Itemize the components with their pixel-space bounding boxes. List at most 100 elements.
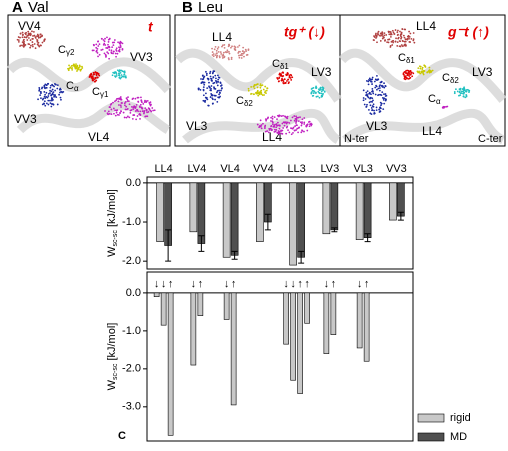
bar: [197, 182, 206, 244]
atom-sub: γ1: [100, 90, 109, 99]
atom-dot: [278, 114, 281, 117]
legend-label: rigid: [450, 412, 471, 424]
atom-dot: [210, 77, 212, 80]
atom-dot: [247, 89, 250, 92]
atom-dot: [37, 98, 39, 101]
atom-dot: [121, 47, 124, 50]
atom-dot: [220, 84, 223, 87]
atom-dot: [375, 109, 378, 112]
atom-dot: [238, 50, 240, 53]
atom-dot: [138, 105, 141, 108]
atom-base: C: [66, 80, 74, 92]
x-tick-label: LV4: [187, 163, 206, 175]
helix-label: LL4: [416, 19, 436, 33]
atom-dot: [394, 40, 397, 43]
atom-dot: [228, 52, 231, 55]
atom-dot: [117, 100, 120, 103]
atom-dot: [202, 81, 205, 84]
atom-dot: [51, 97, 54, 100]
atom-dot: [287, 129, 289, 131]
atom-dot: [204, 101, 206, 103]
panel-letter: C: [118, 430, 126, 442]
atom-dot: [408, 73, 411, 75]
error-bar: [397, 211, 404, 221]
error-bar: [298, 250, 305, 264]
atom-dot: [291, 76, 294, 79]
panel-a: A Val t VV4 VV3 VV3 VL4 Cγ2 Cγ1 Cα: [6, 0, 172, 147]
atom-dot: [260, 89, 263, 92]
helix: [174, 48, 342, 103]
atom-dot: [404, 38, 407, 41]
bar: [223, 292, 230, 320]
atom-dot: [462, 95, 465, 98]
atom-dot: [27, 33, 30, 36]
atom-base: C: [398, 52, 406, 64]
atom-dot: [370, 107, 373, 109]
atom-dot: [442, 107, 445, 109]
atom-dot: [74, 64, 77, 67]
atom-dot: [247, 87, 250, 90]
panel-residue: Leu: [198, 0, 223, 16]
x-tick-label: LV3: [320, 163, 339, 175]
atom-dot: [219, 92, 221, 94]
atom-dot: [139, 103, 142, 106]
atom-dot: [371, 101, 374, 103]
y-label-main: W: [106, 246, 118, 257]
atom-dot: [421, 68, 424, 71]
atom-dot: [78, 64, 81, 67]
bar: [304, 292, 310, 324]
atom-dot: [378, 87, 381, 89]
atom-dot: [204, 99, 207, 102]
atom-dot: [280, 132, 283, 135]
atom-dot: [110, 49, 113, 52]
atom-dot: [223, 44, 226, 46]
bar: [153, 292, 160, 297]
atom-dot: [37, 44, 40, 47]
atom-dot: [275, 126, 278, 129]
bar: [190, 292, 197, 366]
atom-dot: [315, 91, 317, 94]
atom-dot: [280, 130, 282, 133]
conformer-arrow: ↓: [224, 278, 230, 290]
atom-dot: [376, 74, 378, 77]
atom-dot: [323, 90, 326, 93]
atom-dot: [127, 100, 130, 103]
atom-dot: [276, 114, 279, 117]
atom-dot: [41, 41, 44, 44]
atom-dot: [288, 75, 291, 78]
atom-dot: [221, 87, 223, 89]
atom-dot: [143, 110, 146, 112]
atom-dot: [141, 110, 144, 113]
atom-dot: [39, 33, 42, 36]
atom-dot: [26, 35, 29, 37]
atom-dot: [408, 41, 411, 43]
atom-dot: [262, 122, 264, 125]
bar: [297, 292, 303, 394]
atom-dot: [367, 80, 370, 83]
atom-dot: [145, 100, 148, 102]
atom-dot: [26, 39, 29, 41]
error-bar: [231, 250, 238, 260]
atom-dot: [363, 103, 366, 106]
atom-dot: [92, 49, 95, 52]
atom-dot: [303, 130, 305, 133]
atom-dot: [266, 117, 269, 120]
atom-dot: [112, 50, 115, 53]
error-bar: [364, 233, 371, 243]
atom-dot: [134, 97, 137, 100]
atom-dot: [110, 52, 113, 55]
atom-dot: [286, 115, 289, 118]
atom-dot: [202, 78, 205, 80]
atom-dot: [381, 91, 384, 94]
atom-dot: [72, 64, 75, 66]
atom-dot: [276, 118, 278, 121]
atom-dot: [288, 81, 290, 84]
atom-dot: [465, 90, 468, 93]
atom-dot: [217, 96, 220, 99]
atom-dot: [273, 128, 276, 131]
atom-dot: [122, 111, 125, 114]
atom-dot: [303, 121, 306, 124]
atom-dot: [206, 87, 209, 90]
atom-dot: [408, 37, 410, 40]
atom-dot: [21, 34, 24, 37]
